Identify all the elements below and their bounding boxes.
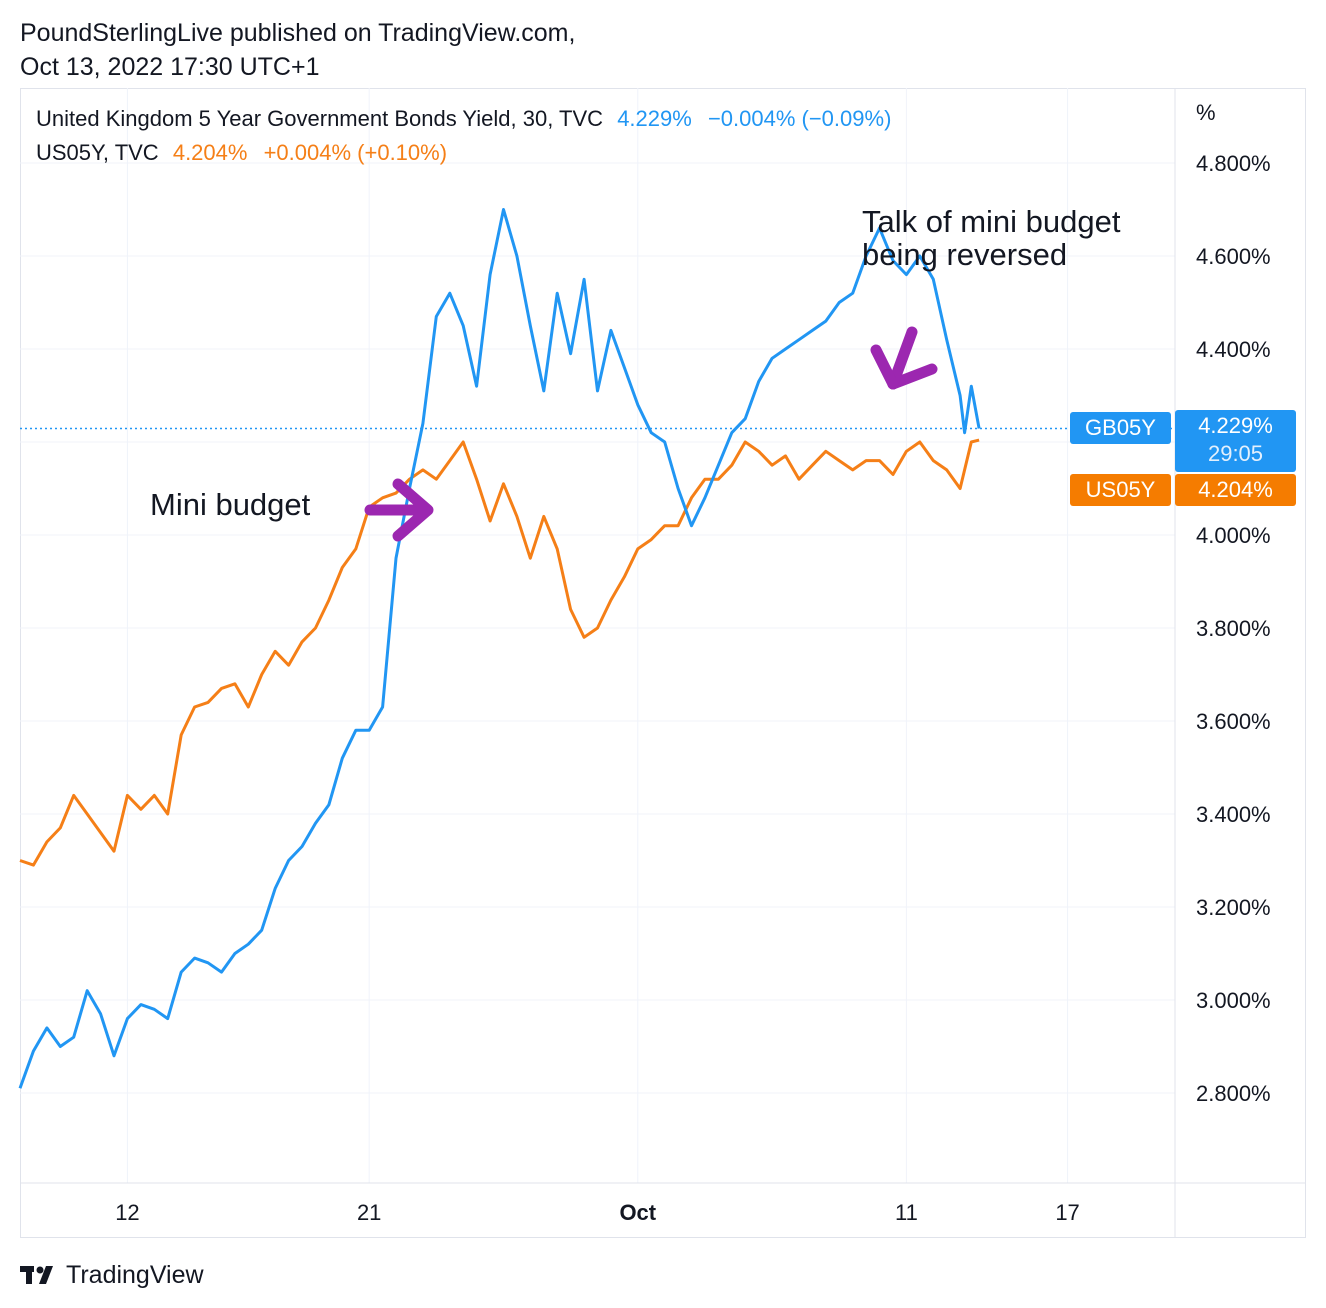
y-tick-label: 2.800% <box>1196 1081 1271 1106</box>
price-axis[interactable]: 4.800%4.600%4.400%4.200%4.000%3.800%3.60… <box>1196 151 1271 1106</box>
y-tick-label: 4.800% <box>1196 151 1271 176</box>
symbol-tag-gb[interactable]: GB05Y <box>1070 412 1171 444</box>
y-tick-label: 3.000% <box>1196 988 1271 1013</box>
time-axis[interactable]: 12 21 Oct 11 17 <box>115 1200 1080 1225</box>
y-tick-label: 4.400% <box>1196 337 1271 362</box>
legend-us-value: 4.204% <box>172 140 248 165</box>
legend-gb-name: United Kingdom 5 Year Government Bonds Y… <box>36 106 604 131</box>
price-tag-gb[interactable]: 4.229% 29:05 <box>1175 410 1296 472</box>
price-scale-unit: % <box>1196 100 1216 125</box>
y-tick-label: 3.200% <box>1196 895 1271 920</box>
price-tag-gb-value: 4.229% <box>1198 413 1273 438</box>
symbol-tag-us[interactable]: US05Y <box>1070 474 1171 506</box>
y-tick-label: 3.800% <box>1196 616 1271 641</box>
tradingview-logo-icon <box>20 1266 53 1284</box>
x-tick-label: 11 <box>895 1200 918 1225</box>
publisher-line: PoundSterlingLive published on TradingVi… <box>20 19 576 47</box>
legend-us-name: US05Y, TVC <box>36 140 159 165</box>
legend-gb-change: −0.004% (−0.09%) <box>707 106 892 131</box>
price-tag-us[interactable]: 4.204% <box>1175 474 1296 506</box>
series-line-us05y <box>19 438 980 867</box>
series-line-gb05y <box>18 208 981 1089</box>
annotation-reversal-line2: being reversed <box>862 237 1068 272</box>
footer-branding[interactable]: TradingView <box>20 1258 204 1292</box>
legend-us-change: +0.004% (+0.10%) <box>263 140 448 165</box>
legend-gb-value: 4.229% <box>617 106 692 131</box>
y-tick-label: 3.400% <box>1196 802 1271 827</box>
mini-budget-arrow <box>364 478 434 542</box>
y-tick-label: 4.600% <box>1196 244 1271 269</box>
annotation-mini-budget: Mini budget <box>150 487 311 522</box>
x-tick-label: 17 <box>1055 1200 1079 1225</box>
series-layer <box>18 208 981 1089</box>
footer-brand-name: TradingView <box>66 1260 204 1289</box>
reversal-arrow <box>870 326 938 390</box>
x-tick-label: 12 <box>115 1200 139 1225</box>
annotation-reversal: Talk of mini budget being reversed <box>862 205 1120 271</box>
price-tag-gb-countdown: 29:05 <box>1207 441 1264 466</box>
annotation-reversal-line1: Talk of mini budget <box>862 204 1121 239</box>
y-tick-label: 4.000% <box>1196 523 1271 548</box>
x-tick-label: Oct <box>619 1200 656 1225</box>
y-tick-label: 3.600% <box>1196 709 1271 734</box>
publish-date: Oct 13, 2022 17:30 UTC+1 <box>20 53 320 81</box>
publisher-credit: PoundSterlingLive published on TradingVi… <box>20 16 575 84</box>
legend-us[interactable]: US05Y, TVC 4.204% +0.004% (+0.10%) <box>36 138 447 168</box>
chart-frame <box>20 88 1306 1238</box>
legend-gb[interactable]: United Kingdom 5 Year Government Bonds Y… <box>36 104 891 134</box>
x-tick-label: 21 <box>357 1200 381 1225</box>
